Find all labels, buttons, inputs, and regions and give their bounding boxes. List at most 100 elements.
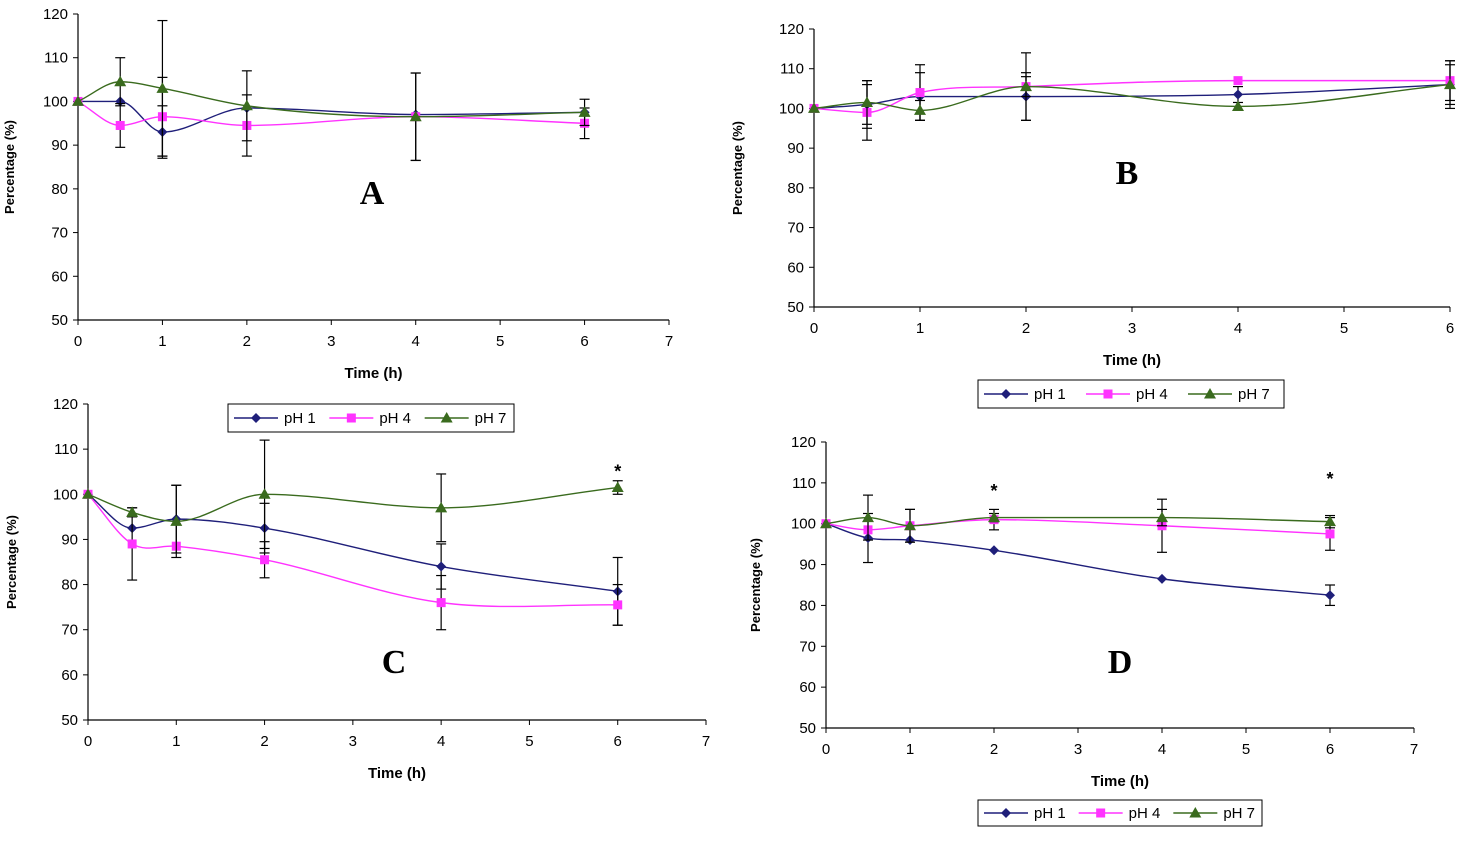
data-point [989, 545, 999, 556]
data-point [240, 99, 253, 111]
x-tick-label: 1 [172, 733, 180, 750]
x-axis-label: Time (h) [1091, 773, 1149, 790]
data-point [409, 110, 422, 122]
y-tick-label: 90 [787, 140, 804, 157]
data-point [1444, 78, 1456, 90]
x-tick-label: 2 [990, 741, 998, 758]
legend-marker [1096, 808, 1106, 818]
x-tick-label: 5 [1242, 741, 1250, 758]
legend-marker [1001, 808, 1011, 818]
x-tick-label: 5 [525, 733, 533, 750]
legend-marker [251, 413, 261, 423]
x-axis-label: Time (h) [368, 765, 426, 782]
data-point [611, 481, 624, 493]
y-tick-label: 60 [61, 667, 78, 684]
series-ph-1 [83, 484, 623, 626]
data-point [613, 600, 623, 610]
y-tick-label: 80 [61, 577, 78, 594]
series-line [825, 523, 1331, 596]
x-tick-label: 0 [810, 320, 818, 337]
data-point [578, 106, 591, 117]
y-tick-label: 70 [799, 638, 816, 655]
y-tick-label: 90 [799, 557, 816, 574]
data-point [156, 82, 169, 93]
y-tick-label: 50 [787, 299, 804, 316]
series-ph-4 [83, 489, 623, 631]
y-tick-label: 90 [51, 137, 68, 154]
data-point [126, 506, 139, 517]
data-point [72, 95, 84, 106]
series-ph-4 [821, 498, 1335, 553]
y-tick-label: 60 [51, 268, 68, 285]
y-tick-label: 90 [61, 531, 78, 548]
series-ph-7 [72, 19, 591, 162]
data-point [1020, 80, 1032, 92]
x-tick-label: 7 [702, 733, 710, 750]
data-point [436, 598, 446, 608]
y-tick-label: 50 [51, 312, 68, 329]
x-tick-label: 6 [580, 333, 588, 350]
y-tick-label: 110 [780, 61, 804, 78]
series-line [87, 493, 618, 593]
x-tick-label: 4 [437, 733, 445, 750]
legend-marker [1189, 807, 1202, 818]
data-point [436, 561, 447, 572]
data-point [258, 488, 271, 499]
legend-label: pH 1 [1034, 805, 1066, 822]
panel-letter: A [360, 175, 385, 212]
legend-label: pH 4 [1129, 805, 1161, 822]
x-tick-label: 1 [906, 741, 914, 758]
x-tick-label: 6 [1326, 741, 1334, 758]
y-tick-label: 110 [792, 475, 816, 492]
panel-letter: C [382, 644, 407, 681]
data-point [1156, 511, 1168, 523]
legend-box [977, 379, 1285, 409]
significance-asterisk: * [1326, 469, 1333, 489]
x-tick-label: 2 [243, 333, 251, 350]
series-ph-7 [808, 60, 1456, 125]
data-point [914, 104, 926, 115]
data-point [1232, 100, 1244, 111]
x-tick-label: 7 [1410, 741, 1418, 758]
series-line [825, 518, 1331, 535]
legend-label: pH 4 [1136, 386, 1168, 403]
data-point [808, 102, 820, 113]
x-tick-label: 5 [1340, 320, 1348, 337]
series-ph-7 [820, 494, 1336, 543]
data-point [170, 515, 183, 526]
legend-label: pH 7 [475, 410, 507, 427]
data-point [260, 555, 270, 565]
legend-marker [1204, 388, 1216, 399]
y-tick-label: 70 [51, 225, 68, 242]
legend-marker [1001, 389, 1011, 399]
x-tick-label: 4 [412, 333, 420, 350]
legend: pH 1 pH 4 pH 7 [227, 403, 515, 433]
y-axis-label: Percentage (%) [2, 120, 17, 214]
y-tick-label: 80 [51, 181, 68, 198]
significance-asterisk: * [990, 481, 997, 501]
data-point [988, 511, 1000, 523]
data-point [1325, 529, 1335, 539]
data-point [115, 120, 125, 130]
legend-label: pH 1 [284, 410, 316, 427]
legend-label: pH 1 [1034, 386, 1066, 403]
legend-marker [346, 413, 356, 423]
panel-b: 50 60 70 80 90 100 110 120 0 1 2 3 4 5 6 Time (h) Percen… [730, 21, 1456, 409]
data-point [1324, 515, 1336, 527]
x-tick-label: 0 [822, 741, 830, 758]
y-tick-label: 100 [53, 486, 78, 503]
data-point [435, 501, 448, 513]
x-tick-label: 7 [665, 333, 673, 350]
x-axis-label: Time (h) [1103, 352, 1161, 369]
panel-letter: D [1108, 644, 1133, 681]
y-tick-label: 50 [799, 720, 816, 737]
x-tick-label: 3 [327, 333, 335, 350]
y-tick-label: 80 [787, 180, 804, 197]
data-point [82, 488, 94, 499]
y-tick-label: 100 [43, 93, 68, 110]
panel-d: 50 60 70 80 90 100 110 120 0 1 2 3 4 5 6 7 Time (h) Perce… [748, 434, 1418, 827]
x-tick-label: 3 [1074, 741, 1082, 758]
y-tick-label: 110 [44, 50, 68, 67]
legend-label: pH 7 [1238, 386, 1270, 403]
legend-label: pH 7 [1223, 805, 1255, 822]
